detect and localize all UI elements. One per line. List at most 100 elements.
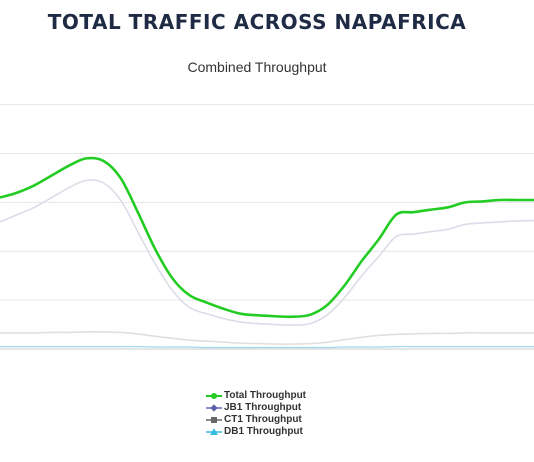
data-point-total-throughput[interactable] (0, 195, 3, 201)
data-point-jb1-throughput[interactable] (238, 319, 244, 325)
data-point-jb1-throughput[interactable] (479, 220, 485, 226)
data-point-jb1-throughput[interactable] (359, 273, 365, 279)
data-point-db1-throughput[interactable] (376, 344, 382, 350)
data-point-jb1-throughput[interactable] (0, 219, 3, 225)
data-point-db1-throughput[interactable] (169, 344, 175, 350)
data-point-total-throughput[interactable] (307, 312, 313, 318)
data-point-jb1-throughput[interactable] (410, 231, 416, 237)
data-point-ct1-throughput[interactable] (14, 330, 20, 336)
data-point-db1-throughput[interactable] (324, 345, 330, 351)
data-point-total-throughput[interactable] (359, 258, 365, 264)
data-point-total-throughput[interactable] (514, 197, 520, 203)
data-point-total-throughput[interactable] (428, 207, 434, 213)
data-point-db1-throughput[interactable] (479, 344, 485, 350)
data-point-db1-throughput[interactable] (204, 345, 210, 351)
data-point-db1-throughput[interactable] (49, 344, 55, 350)
data-point-db1-throughput[interactable] (100, 344, 106, 350)
series-line-db1-throughput[interactable] (0, 345, 534, 349)
data-point-ct1-throughput[interactable] (135, 331, 141, 337)
data-point-db1-throughput[interactable] (359, 344, 365, 350)
data-point-ct1-throughput[interactable] (49, 329, 55, 335)
data-point-total-throughput[interactable] (324, 302, 330, 308)
data-point-jb1-throughput[interactable] (376, 253, 382, 259)
data-point-total-throughput[interactable] (169, 275, 175, 281)
data-point-total-throughput[interactable] (49, 173, 55, 179)
data-point-jb1-throughput[interactable] (49, 195, 55, 201)
data-point-jb1-throughput[interactable] (152, 261, 158, 267)
data-point-total-throughput[interactable] (152, 246, 158, 252)
data-point-jb1-throughput[interactable] (14, 212, 20, 218)
legend-item-db1[interactable]: DB1 Throughput (206, 426, 306, 438)
data-point-total-throughput[interactable] (135, 209, 141, 215)
data-point-total-throughput[interactable] (342, 283, 348, 289)
data-point-jb1-throughput[interactable] (187, 305, 193, 311)
data-point-ct1-throughput[interactable] (32, 330, 38, 336)
data-point-ct1-throughput[interactable] (152, 333, 158, 339)
data-point-ct1-throughput[interactable] (66, 329, 72, 335)
data-point-ct1-throughput[interactable] (497, 330, 503, 336)
data-point-total-throughput[interactable] (187, 292, 193, 298)
data-point-total-throughput[interactable] (118, 175, 124, 181)
data-point-ct1-throughput[interactable] (445, 330, 451, 336)
data-point-jb1-throughput[interactable] (100, 180, 106, 186)
series-line-ct1-throughput[interactable] (0, 331, 534, 345)
data-point-ct1-throughput[interactable] (393, 331, 399, 337)
data-point-total-throughput[interactable] (255, 312, 261, 318)
data-point-jb1-throughput[interactable] (497, 219, 503, 225)
data-point-total-throughput[interactable] (238, 311, 244, 317)
data-point-total-throughput[interactable] (32, 182, 38, 188)
data-point-db1-throughput[interactable] (135, 344, 141, 350)
data-point-db1-throughput[interactable] (497, 344, 503, 350)
data-point-total-throughput[interactable] (376, 236, 382, 242)
data-point-ct1-throughput[interactable] (479, 330, 485, 336)
data-point-jb1-throughput[interactable] (221, 316, 227, 322)
data-point-total-throughput[interactable] (66, 163, 72, 169)
data-point-total-throughput[interactable] (273, 313, 279, 319)
data-point-ct1-throughput[interactable] (342, 337, 348, 343)
data-point-ct1-throughput[interactable] (204, 338, 210, 344)
data-point-total-throughput[interactable] (445, 204, 451, 210)
data-point-total-throughput[interactable] (462, 199, 468, 205)
data-point-total-throughput[interactable] (221, 306, 227, 312)
data-point-jb1-throughput[interactable] (290, 322, 296, 328)
data-point-total-throughput[interactable] (497, 197, 503, 203)
data-point-total-throughput[interactable] (14, 190, 20, 196)
data-point-total-throughput[interactable] (83, 155, 89, 161)
series-line-total-throughput[interactable] (0, 156, 534, 319)
data-point-ct1-throughput[interactable] (410, 331, 416, 337)
data-point-ct1-throughput[interactable] (0, 330, 3, 336)
data-point-total-throughput[interactable] (290, 314, 296, 320)
data-point-total-throughput[interactable] (204, 300, 210, 306)
data-point-ct1-throughput[interactable] (238, 340, 244, 346)
data-point-ct1-throughput[interactable] (290, 341, 296, 347)
data-point-db1-throughput[interactable] (66, 344, 72, 350)
data-point-jb1-throughput[interactable] (307, 321, 313, 327)
data-point-ct1-throughput[interactable] (169, 335, 175, 341)
data-point-db1-throughput[interactable] (428, 344, 434, 350)
data-point-jb1-throughput[interactable] (118, 197, 124, 203)
data-point-jb1-throughput[interactable] (32, 204, 38, 210)
data-point-db1-throughput[interactable] (393, 344, 399, 350)
data-point-ct1-throughput[interactable] (273, 341, 279, 347)
data-point-jb1-throughput[interactable] (462, 221, 468, 227)
data-point-db1-throughput[interactable] (152, 344, 158, 350)
data-point-jb1-throughput[interactable] (514, 218, 520, 224)
data-point-db1-throughput[interactable] (410, 344, 416, 350)
data-point-jb1-throughput[interactable] (445, 226, 451, 232)
data-point-ct1-throughput[interactable] (118, 329, 124, 335)
data-point-ct1-throughput[interactable] (428, 330, 434, 336)
data-point-db1-throughput[interactable] (187, 344, 193, 350)
data-point-ct1-throughput[interactable] (514, 330, 520, 336)
data-point-ct1-throughput[interactable] (221, 339, 227, 345)
data-point-jb1-throughput[interactable] (324, 312, 330, 318)
data-point-db1-throughput[interactable] (221, 345, 227, 351)
data-point-db1-throughput[interactable] (514, 344, 520, 350)
data-point-jb1-throughput[interactable] (83, 177, 89, 183)
data-point-total-throughput[interactable] (100, 158, 106, 164)
data-point-db1-throughput[interactable] (342, 344, 348, 350)
data-point-jb1-throughput[interactable] (204, 311, 210, 317)
data-point-jb1-throughput[interactable] (66, 185, 72, 191)
data-point-ct1-throughput[interactable] (83, 329, 89, 335)
data-point-total-throughput[interactable] (393, 212, 399, 218)
data-point-ct1-throughput[interactable] (376, 332, 382, 338)
